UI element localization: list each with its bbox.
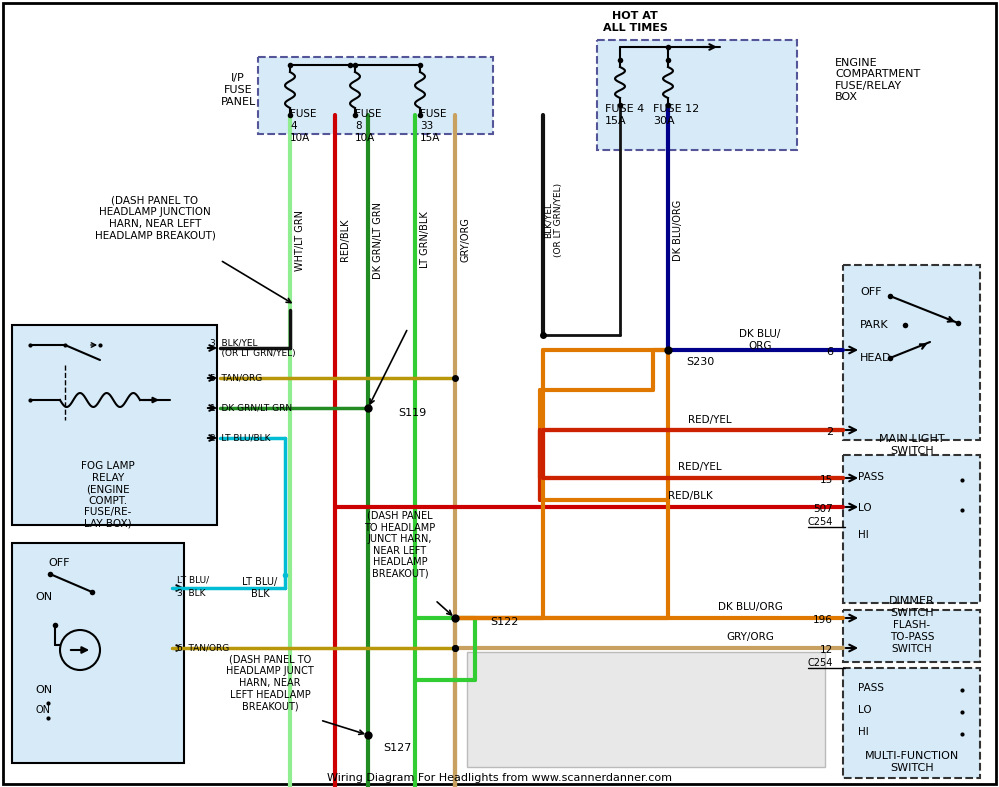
Text: LO: LO bbox=[858, 705, 871, 715]
Text: ON: ON bbox=[35, 685, 52, 695]
Text: DK BLU/ORG: DK BLU/ORG bbox=[717, 602, 782, 612]
Text: (DASH PANEL TO
HEADLAMP JUNCTION
HARN, NEAR LEFT
HEADLAMP BREAKOUT): (DASH PANEL TO HEADLAMP JUNCTION HARN, N… bbox=[95, 196, 216, 240]
Bar bbox=[843, 610, 980, 662]
Text: LT BLU/: LT BLU/ bbox=[177, 575, 209, 585]
Text: FOG LAMP
RELAY
(ENGINE
COMPT.
FUSE/RE-
LAY BOX): FOG LAMP RELAY (ENGINE COMPT. FUSE/RE- L… bbox=[81, 461, 135, 529]
Text: HI: HI bbox=[858, 727, 869, 737]
Bar bbox=[12, 325, 217, 525]
Text: RED/BLK: RED/BLK bbox=[340, 219, 350, 261]
Text: 507: 507 bbox=[813, 504, 833, 514]
Text: BLK/YEL
(OR LT GRN/YEL): BLK/YEL (OR LT GRN/YEL) bbox=[543, 183, 562, 257]
Text: MAIN LIGHT
SWITCH: MAIN LIGHT SWITCH bbox=[879, 434, 945, 456]
Text: RED/YEL: RED/YEL bbox=[678, 462, 722, 472]
Text: ON: ON bbox=[35, 592, 52, 602]
Text: (DASH PANEL
TO HEADLAMP
JUNCT HARN,
NEAR LEFT
HEADLAMP
BREAKOUT): (DASH PANEL TO HEADLAMP JUNCT HARN, NEAR… bbox=[365, 511, 436, 579]
Text: FLASH-
TO-PASS
SWITCH: FLASH- TO-PASS SWITCH bbox=[890, 620, 934, 653]
Text: FUSE
8
10A: FUSE 8 10A bbox=[355, 109, 382, 142]
Text: S230: S230 bbox=[686, 357, 714, 367]
Text: 6  TAN/ORG: 6 TAN/ORG bbox=[177, 644, 229, 652]
Text: 12: 12 bbox=[820, 645, 833, 655]
Text: LO: LO bbox=[858, 503, 871, 513]
Text: GRY/ORG: GRY/ORG bbox=[726, 632, 774, 642]
Text: DK GRN/LT GRN: DK GRN/LT GRN bbox=[373, 201, 383, 279]
Text: PASS: PASS bbox=[858, 683, 884, 693]
Bar bbox=[258, 57, 493, 134]
Text: OFF: OFF bbox=[48, 558, 70, 568]
Text: PASS: PASS bbox=[858, 472, 884, 482]
Text: 2  LT BLU/BLK: 2 LT BLU/BLK bbox=[210, 434, 271, 442]
Text: HI: HI bbox=[858, 530, 869, 540]
Text: 1  DK GRN/LT GRN: 1 DK GRN/LT GRN bbox=[210, 404, 292, 412]
Text: 3  BLK/YEL
    (OR LT GRN/YEL): 3 BLK/YEL (OR LT GRN/YEL) bbox=[210, 338, 296, 358]
Text: I/P
FUSE
PANEL: I/P FUSE PANEL bbox=[221, 73, 256, 106]
Text: DK BLU/
ORG: DK BLU/ ORG bbox=[739, 329, 780, 351]
Text: WHT/LT GRN: WHT/LT GRN bbox=[295, 209, 305, 271]
Text: C254: C254 bbox=[807, 517, 833, 527]
Bar bbox=[843, 668, 980, 778]
Text: LT GRN/BLK: LT GRN/BLK bbox=[420, 212, 430, 268]
Text: PARK: PARK bbox=[860, 320, 889, 330]
Text: 6: 6 bbox=[826, 347, 833, 357]
Text: FUSE
4
10A: FUSE 4 10A bbox=[290, 109, 317, 142]
Text: HEAD: HEAD bbox=[860, 353, 891, 363]
Text: FUSE 4
15A: FUSE 4 15A bbox=[605, 104, 644, 126]
Text: 15: 15 bbox=[820, 475, 833, 485]
Text: Wiring Diagram For Headlights from www.scannerdanner.com: Wiring Diagram For Headlights from www.s… bbox=[327, 773, 671, 783]
Bar bbox=[843, 265, 980, 440]
Text: RED/YEL: RED/YEL bbox=[688, 415, 732, 425]
Bar bbox=[597, 40, 797, 150]
Text: GRY/ORG: GRY/ORG bbox=[460, 217, 470, 262]
Text: C254: C254 bbox=[807, 658, 833, 668]
Text: OFF: OFF bbox=[860, 287, 881, 297]
Text: 3  BLK: 3 BLK bbox=[177, 589, 206, 597]
Text: 2: 2 bbox=[826, 427, 833, 437]
Bar bbox=[467, 652, 825, 767]
Text: HOT AT
ALL TIMES: HOT AT ALL TIMES bbox=[602, 11, 667, 33]
Text: (DASH PANEL TO
HEADLAMP JUNCT
HARN, NEAR
LEFT HEADLAMP
BREAKOUT): (DASH PANEL TO HEADLAMP JUNCT HARN, NEAR… bbox=[226, 655, 314, 711]
Text: 196: 196 bbox=[813, 615, 833, 625]
Bar bbox=[843, 455, 980, 603]
Text: S122: S122 bbox=[490, 617, 518, 627]
Bar bbox=[12, 543, 184, 763]
Text: ON: ON bbox=[35, 705, 50, 715]
Text: 5  TAN/ORG: 5 TAN/ORG bbox=[210, 374, 263, 382]
Text: FUSE
33
15A: FUSE 33 15A bbox=[420, 109, 447, 142]
Text: RED/BLK: RED/BLK bbox=[667, 491, 712, 501]
Text: S127: S127 bbox=[383, 743, 412, 753]
Text: MULTI-FUNCTION
SWITCH: MULTI-FUNCTION SWITCH bbox=[865, 752, 959, 773]
Text: FUSE 12
30A: FUSE 12 30A bbox=[653, 104, 699, 126]
Text: S119: S119 bbox=[398, 408, 427, 418]
Text: DK BLU/ORG: DK BLU/ORG bbox=[673, 199, 683, 260]
Text: LT BLU/
BLK: LT BLU/ BLK bbox=[243, 577, 278, 599]
Text: ENGINE
COMPARTMENT
FUSE/RELAY
BOX: ENGINE COMPARTMENT FUSE/RELAY BOX bbox=[835, 57, 920, 102]
Text: DIMMER
SWITCH: DIMMER SWITCH bbox=[889, 597, 935, 618]
